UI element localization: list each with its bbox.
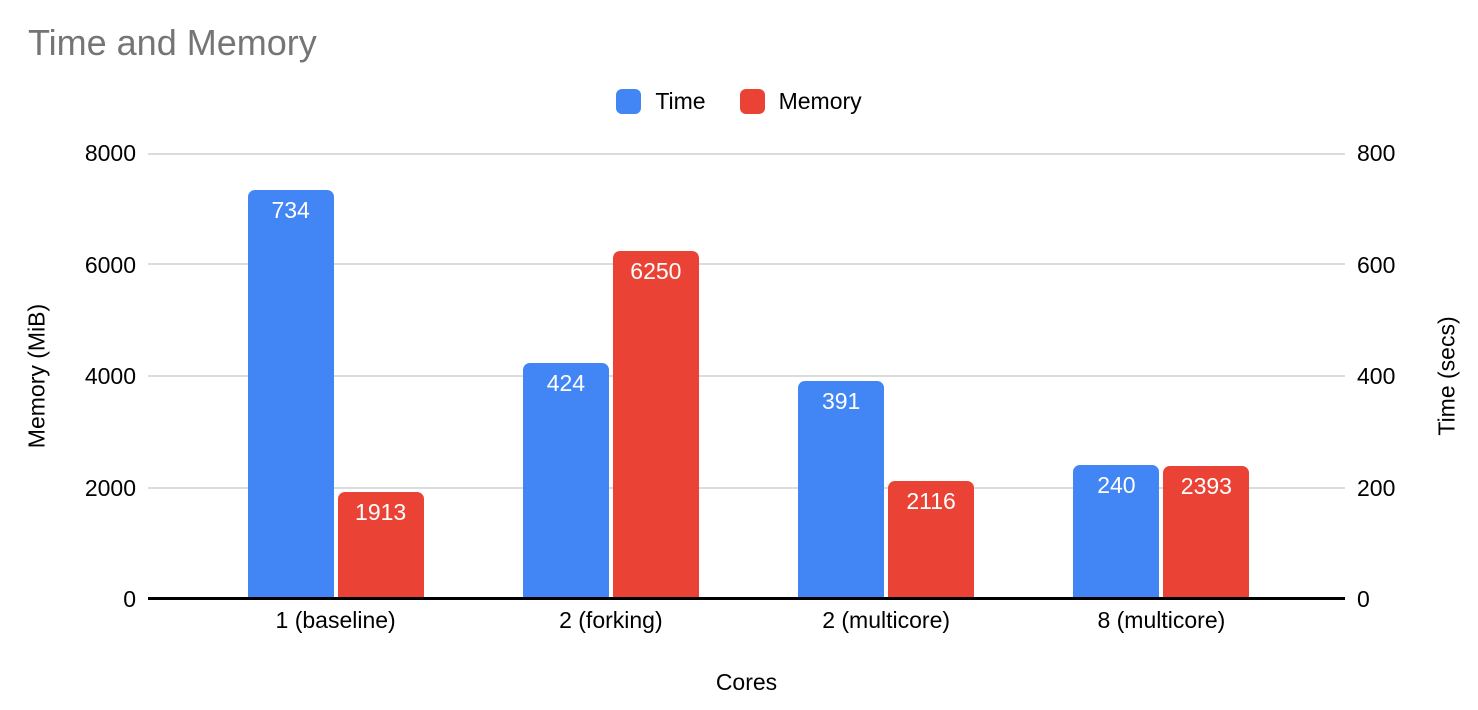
bar-group-2: 424 6250 [473,153,748,599]
bar-time-2: 424 [522,362,609,599]
legend-label: Memory [778,88,862,114]
bar-value-label: 2116 [906,488,956,515]
bar-value-label: 240 [1097,472,1136,499]
bar-groups: 734 1913 424 6250 391 2116 240 2393 [148,153,1345,599]
left-tick-label: 8000 [84,140,136,166]
bar-value-label: 2393 [1180,472,1232,499]
left-tick-label: 0 [123,586,136,612]
legend-swatch-memory [739,89,765,114]
gridline [148,153,1345,155]
right-tick-label: 0 [1357,586,1370,612]
legend-swatch-time [616,89,642,114]
bar-memory-1: 1913 [337,492,424,599]
x-axis-title: Cores [715,669,778,695]
bar-memory-3: 2116 [888,481,975,599]
bar-memory-4: 2393 [1163,465,1250,599]
right-tick-label: 800 [1357,140,1396,166]
legend: Time Memory [0,88,1478,115]
left-tick-label: 4000 [84,363,136,389]
bar-group-3: 391 2116 [749,153,1024,599]
left-tick-label: 2000 [84,474,136,501]
gridline [148,375,1345,377]
x-axis-baseline [148,597,1345,600]
left-tick-label: 6000 [84,251,136,278]
chart-title: Time and Memory [28,22,317,63]
x-category-label: 2 (forking) [559,607,663,633]
right-tick-label: 600 [1357,251,1396,278]
bar-value-label: 734 [271,196,310,223]
right-axis-ticks: 0 200 400 600 800 [1357,140,1457,612]
left-axis-ticks: 0 2000 4000 6000 8000 [0,140,136,612]
x-category-label: 8 (multicore) [1097,607,1226,633]
bar-time-1: 734 [247,189,334,599]
bar-time-3: 391 [798,381,885,599]
bar-value-label: 1913 [355,499,407,526]
bar-value-label: 424 [546,369,586,396]
x-category-labels: 1 (baseline) 2 (forking) 2 (multicore) 8 (m… [148,607,1345,634]
legend-label: Time [655,88,706,114]
right-tick-label: 200 [1357,474,1396,501]
legend-item-time: Time [616,88,706,115]
right-axis-title: Time (secs) [1433,316,1460,436]
x-category-label: 2 (multicore) [822,607,951,633]
gridline [148,263,1345,265]
x-category-label: 1 (baseline) [275,607,396,633]
bar-time-4: 240 [1073,465,1160,599]
plot-area: 734 1913 424 6250 391 2116 240 2393 [148,153,1345,600]
bar-value-label: 391 [821,388,861,415]
legend-item-memory: Memory [739,88,862,115]
left-axis-title: Memory (MiB) [23,303,50,449]
bar-group-1: 734 1913 [198,153,473,599]
gridline [148,487,1345,489]
right-tick-label: 400 [1357,363,1396,389]
bar-memory-2: 6250 [612,250,699,599]
bar-group-4: 240 2393 [1024,153,1299,599]
bar-value-label: 6250 [630,257,682,284]
